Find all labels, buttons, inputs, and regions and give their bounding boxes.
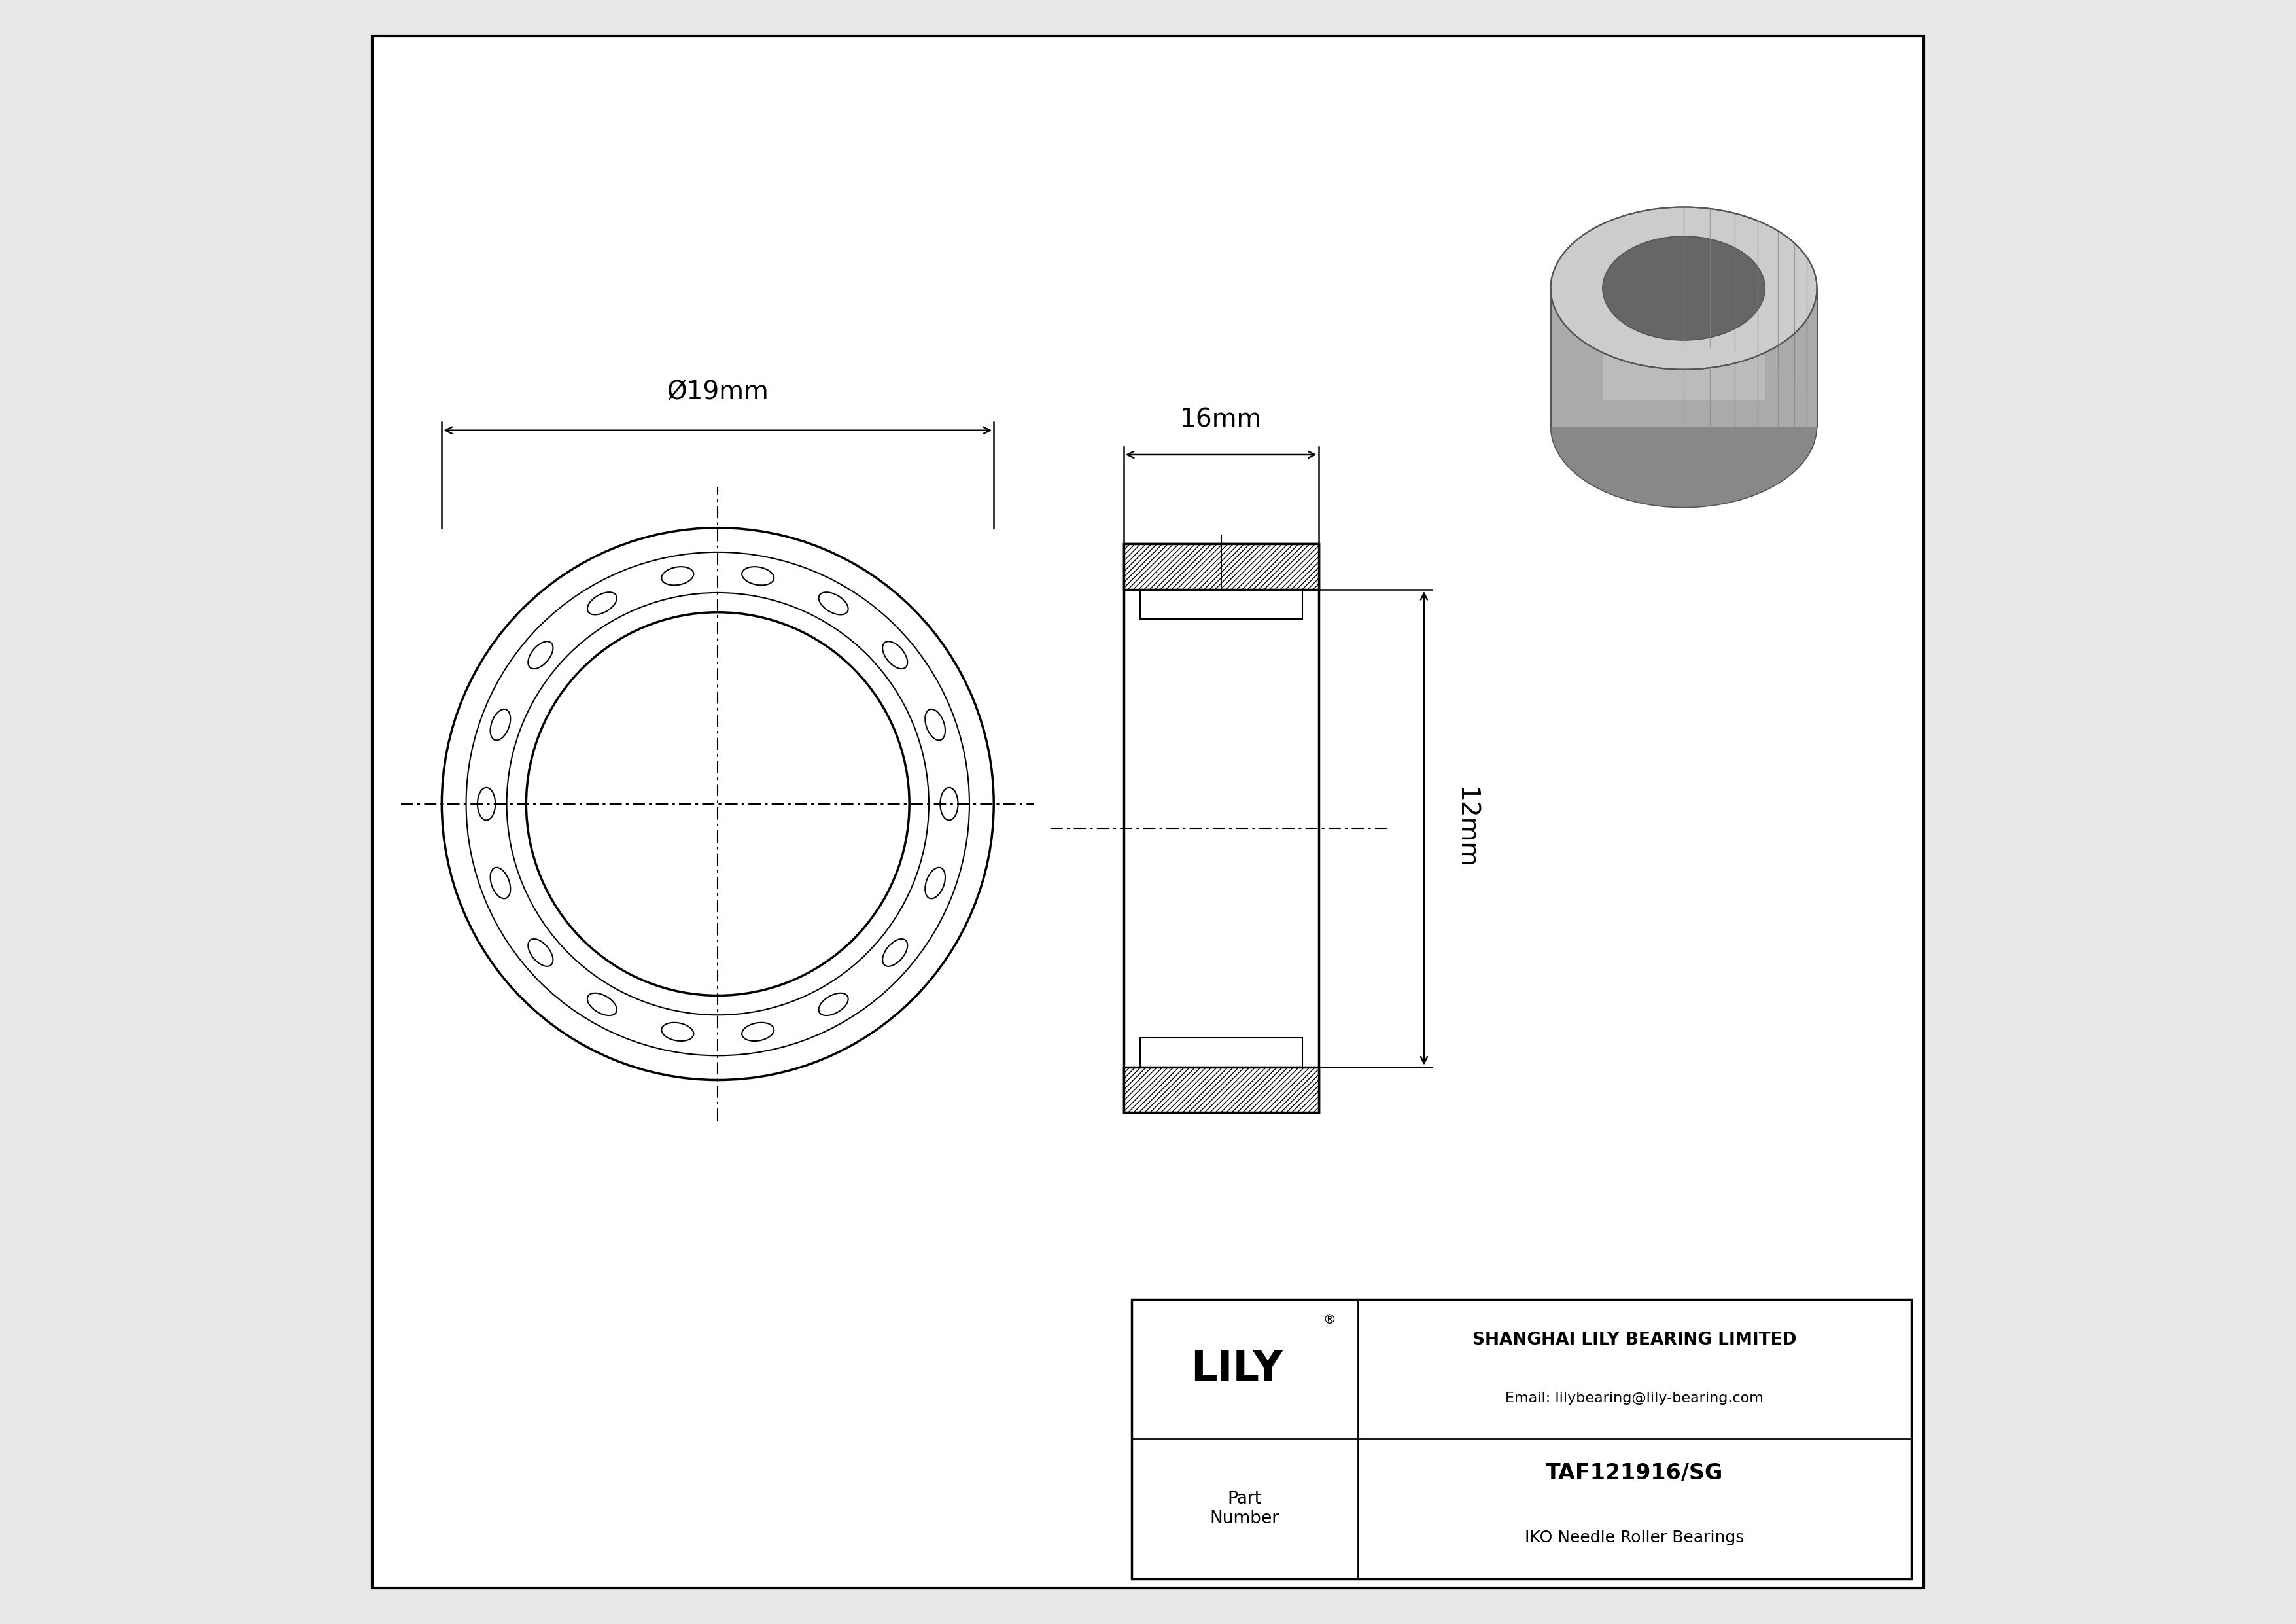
Text: Part
Number: Part Number: [1210, 1491, 1279, 1527]
Ellipse shape: [1550, 208, 1816, 370]
Bar: [1132, 1299, 1910, 1579]
Bar: [1123, 1067, 1318, 1112]
Bar: [1123, 544, 1318, 1112]
Text: IKO Needle Roller Bearings: IKO Needle Roller Bearings: [1525, 1530, 1745, 1546]
Text: SHANGHAI LILY BEARING LIMITED: SHANGHAI LILY BEARING LIMITED: [1472, 1332, 1795, 1348]
Ellipse shape: [1603, 235, 1766, 341]
Text: ®: ®: [1322, 1314, 1336, 1327]
Text: Email: lilybearing@lily-bearing.com: Email: lilybearing@lily-bearing.com: [1506, 1392, 1763, 1405]
Text: 12mm: 12mm: [1453, 788, 1479, 869]
Bar: [1123, 544, 1318, 590]
Text: Ø19mm: Ø19mm: [666, 380, 769, 404]
Text: 16mm: 16mm: [1180, 408, 1263, 432]
Ellipse shape: [1550, 346, 1816, 507]
Polygon shape: [1550, 289, 1816, 425]
Polygon shape: [1603, 289, 1766, 400]
Text: LILY: LILY: [1189, 1350, 1283, 1389]
Bar: [1139, 590, 1302, 619]
Bar: [1139, 1038, 1302, 1067]
Text: TAF121916/SG: TAF121916/SG: [1545, 1462, 1724, 1484]
